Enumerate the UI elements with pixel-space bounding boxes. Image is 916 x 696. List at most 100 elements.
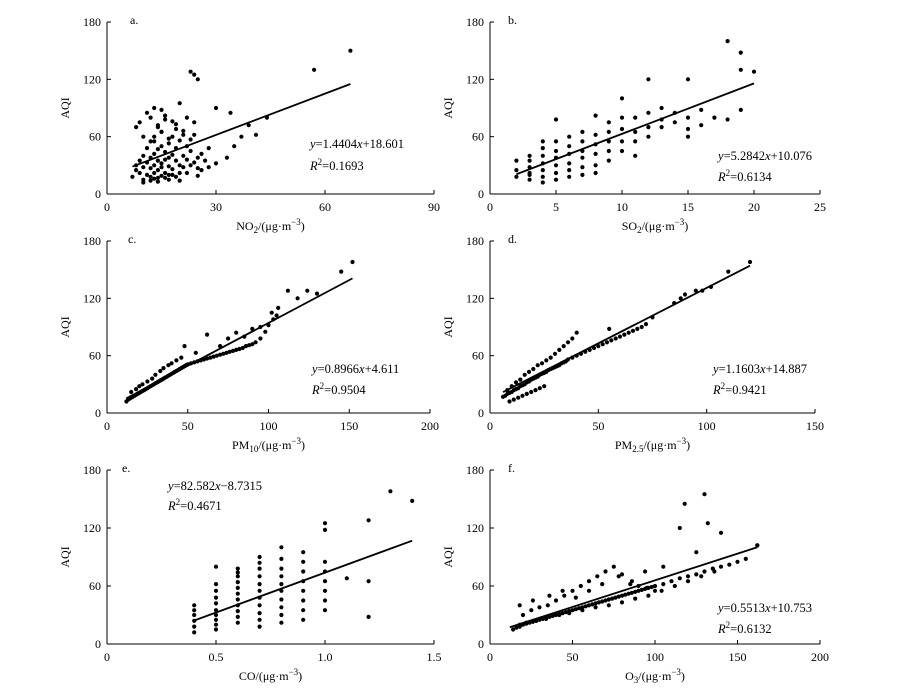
data-point — [166, 172, 171, 177]
data-point — [192, 160, 197, 165]
data-point — [685, 126, 691, 132]
data-point — [192, 72, 197, 77]
data-point — [643, 322, 649, 327]
data-point — [738, 67, 743, 72]
panel-label: a. — [130, 13, 138, 27]
data-point — [561, 344, 566, 349]
data-point — [705, 521, 710, 526]
data-point — [540, 146, 545, 151]
x-tick-label: 50 — [567, 650, 579, 664]
data-point — [685, 134, 691, 139]
data-point — [253, 340, 258, 345]
data-point — [685, 574, 691, 579]
data-point — [170, 134, 175, 139]
data-point — [513, 380, 519, 385]
data-point — [553, 598, 559, 603]
data-point — [619, 148, 625, 154]
x-tick-label: 0 — [104, 419, 110, 433]
data-point — [148, 178, 153, 183]
data-point — [725, 117, 730, 122]
data-point — [514, 174, 519, 179]
data-point — [593, 605, 598, 610]
x-tick-label: 0 — [104, 200, 110, 214]
y-axis-label: AQI — [58, 546, 72, 567]
panel-label: c. — [128, 232, 136, 246]
data-point — [567, 168, 572, 173]
data-point — [567, 174, 572, 179]
data-point — [573, 595, 578, 600]
data-point — [312, 67, 317, 72]
data-point — [619, 126, 625, 132]
data-point — [257, 554, 262, 560]
data-point — [257, 566, 262, 571]
data-point — [344, 576, 349, 581]
data-point — [712, 115, 717, 120]
data-point — [633, 129, 638, 134]
data-point — [672, 120, 677, 125]
data-point — [537, 605, 542, 610]
data-point — [170, 152, 175, 157]
data-point — [610, 596, 615, 601]
data-point — [646, 125, 651, 130]
data-point — [366, 518, 371, 523]
data-point — [577, 606, 582, 611]
y-tick-label: 60 — [89, 130, 101, 144]
data-point — [159, 144, 164, 149]
data-point — [557, 612, 562, 618]
data-point — [213, 627, 219, 632]
y-tick-label: 120 — [466, 521, 484, 535]
data-point — [141, 180, 146, 185]
data-point — [235, 620, 240, 625]
data-point — [199, 168, 204, 173]
data-point — [213, 595, 219, 600]
data-point — [580, 139, 585, 144]
data-point — [712, 569, 717, 574]
data-point — [511, 397, 516, 402]
data-point — [619, 600, 625, 605]
data-point — [232, 144, 237, 149]
data-point — [702, 492, 707, 497]
y-axis-label: AQI — [441, 316, 455, 337]
data-point — [619, 139, 625, 144]
data-point — [550, 613, 555, 619]
data-point — [565, 340, 571, 345]
x-tick-label: 150 — [806, 419, 824, 433]
panel-label: b. — [508, 13, 517, 27]
data-point — [208, 355, 213, 360]
panel-c: 0 60 120 180 0 50 100 150 200 AQI PM10/(μg·m−3) c. y… — [58, 232, 439, 454]
data-point — [514, 625, 519, 630]
y-tick-label: 180 — [83, 15, 101, 29]
data-point — [206, 165, 211, 170]
data-point — [155, 123, 160, 128]
r-squared-label: R2=0.9421 — [712, 381, 767, 397]
y-tick-label: 180 — [466, 463, 484, 477]
data-point — [173, 174, 179, 179]
data-point — [727, 562, 732, 567]
data-point — [301, 550, 306, 555]
data-point — [526, 369, 532, 374]
r-squared-label: R2=0.4671 — [167, 497, 222, 513]
data-point — [553, 612, 559, 618]
y-tick-label: 180 — [466, 234, 484, 248]
data-point — [593, 132, 598, 137]
x-tick-label: 60 — [319, 200, 331, 214]
regression-equation: y=0.5513x+10.753 — [716, 601, 812, 615]
data-point — [213, 617, 219, 622]
data-point — [152, 134, 157, 139]
data-point — [531, 366, 536, 372]
data-point — [649, 584, 654, 590]
panel-b: 0 60 120 180 0 5 10 15 20 25 AQI SO2/(μg·m−3) b. y=5.… — [441, 13, 826, 235]
data-point — [527, 172, 532, 177]
data-point — [553, 170, 559, 176]
data-point — [542, 384, 547, 389]
data-point — [659, 125, 664, 130]
data-point — [644, 585, 649, 591]
data-point — [603, 569, 608, 574]
data-point — [661, 564, 666, 569]
data-point — [166, 164, 171, 169]
data-point — [527, 177, 532, 182]
data-point — [629, 590, 635, 595]
data-point — [257, 582, 262, 587]
data-point — [646, 134, 651, 139]
